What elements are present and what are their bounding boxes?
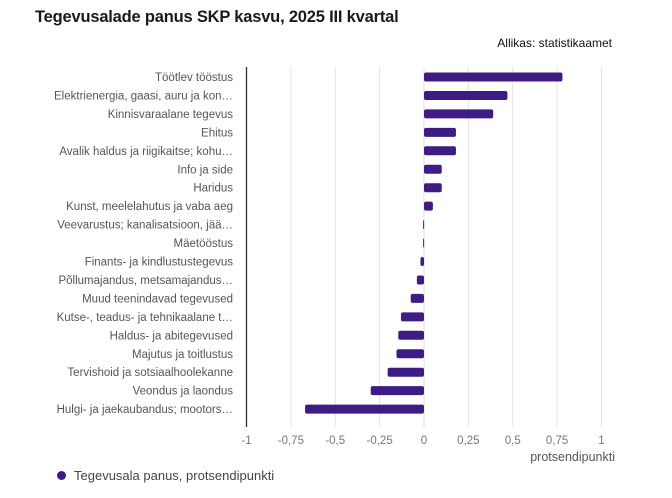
category-label: Kutse-, teadus- ja tehnikaalane t… (57, 312, 233, 324)
bars (305, 72, 563, 414)
legend-marker (57, 471, 66, 480)
x-tick-label: 0 (421, 435, 427, 447)
bar (305, 404, 424, 414)
bar (424, 183, 442, 193)
x-tick-label: 0,5 (505, 435, 521, 447)
category-label: Tervishoid ja sotsiaalhoolekanne (67, 367, 233, 379)
gridlines (290, 67, 602, 427)
category-labels: Töötlev tööstus Elektrienergia, gaasi, au… (54, 72, 233, 416)
bar (398, 330, 424, 340)
x-tick-label: 0,75 (546, 435, 568, 447)
bar (424, 164, 442, 174)
bar (424, 109, 494, 119)
x-tick-label: -0,5 (325, 435, 345, 447)
legend-label: Tegevusala panus, protsendipunkti (74, 468, 275, 483)
bar (424, 146, 456, 156)
category-label: Veondus ja laondus (133, 386, 234, 398)
category-label: Muud teenindavad tegevused (82, 293, 233, 305)
category-label: Hulgi- ja jaekaubandus; mootors… (57, 404, 233, 416)
chart-title: Tegevusalade panus SKP kasvu, 2025 III k… (35, 8, 399, 26)
category-label: Avalik haldus ja riigikaitse; kohu… (59, 146, 233, 158)
bar (424, 201, 433, 211)
bar (370, 386, 424, 396)
bar (420, 257, 424, 266)
x-tick-label: -1 (241, 435, 251, 447)
bar (423, 220, 425, 230)
x-tick-label: 0,25 (457, 435, 479, 447)
category-label: Info ja side (177, 164, 233, 176)
category-label: Elektrienergia, gaasi, auru ja kon… (54, 90, 233, 102)
x-tick-labels: -1 -0,75 -0,5 -0,25 0 0,25 0,5 0,75 1 (241, 435, 604, 447)
chart-source: Allikas: statistikaamet (497, 36, 612, 50)
bar (424, 127, 456, 137)
category-label: Põllumajandus, metsamajandus… (58, 275, 233, 287)
category-label: Finants- ja kindlustustegevus (85, 257, 234, 269)
bar (424, 90, 508, 100)
bar (424, 72, 563, 82)
x-axis-title: protsendipunkti (530, 450, 615, 464)
bar (423, 238, 425, 248)
category-label: Veevarustus; kanalisatsioon, jää… (57, 220, 233, 232)
bar (396, 349, 424, 359)
bar (416, 275, 424, 285)
category-label: Majutus ja toitlustus (132, 349, 233, 361)
category-label: Töötlev tööstus (155, 72, 233, 84)
bar (410, 293, 424, 303)
category-label: Kinnisvaraalane tegevus (108, 109, 234, 121)
legend: Tegevusala panus, protsendipunkti (57, 468, 274, 483)
category-label: Haldus- ja abitegevused (110, 330, 233, 342)
bar (400, 312, 424, 322)
category-label: Haridus (193, 183, 233, 195)
category-label: Kunst, meelelahutus ja vaba aeg (66, 201, 233, 213)
category-label: Ehitus (201, 127, 233, 139)
x-tick-label: -0,75 (278, 435, 304, 447)
x-tick-label: 1 (598, 435, 604, 447)
bar (387, 367, 424, 377)
x-tick-label: -0,25 (367, 435, 393, 447)
category-label: Mäetööstus (174, 238, 234, 250)
